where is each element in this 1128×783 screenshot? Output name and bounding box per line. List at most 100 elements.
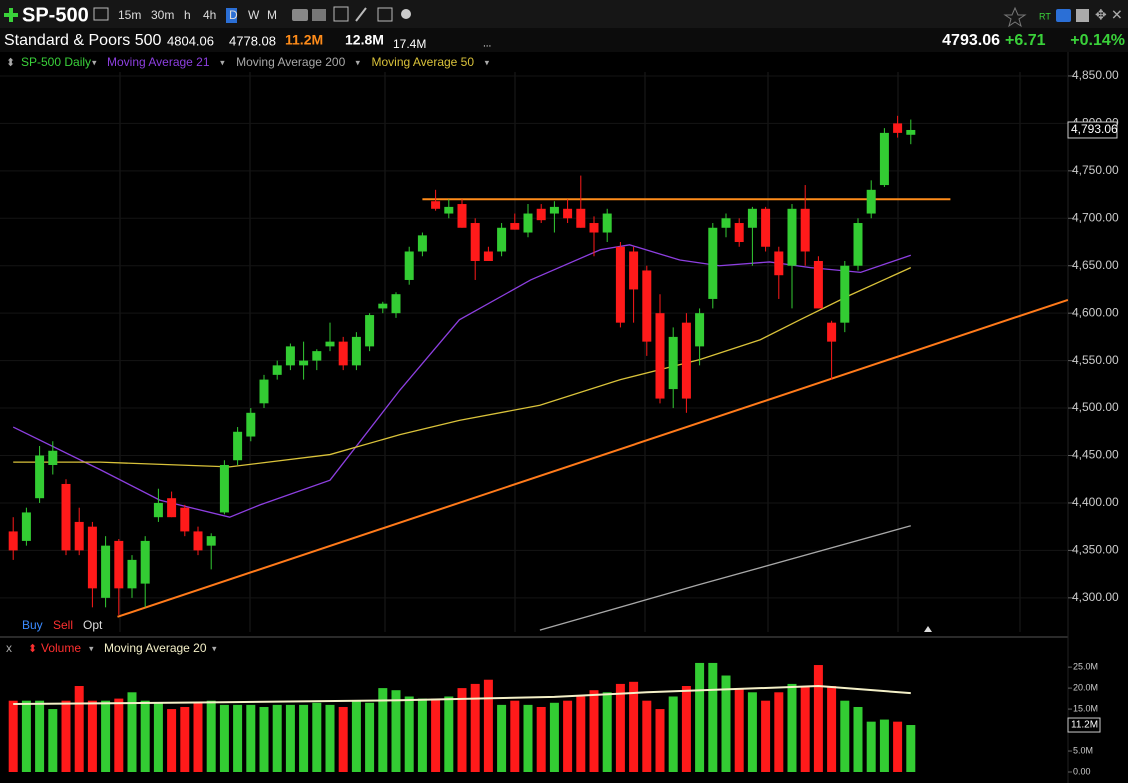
volume-bar	[536, 706, 546, 772]
candle-body	[219, 464, 229, 513]
quote-change-pct: +0.14%	[1070, 32, 1125, 49]
quote-name: Standard & Poors 500	[4, 32, 162, 49]
candle-body	[180, 507, 190, 532]
legend-arrow: ⬍	[28, 643, 37, 655]
volume-bar	[404, 696, 414, 772]
volume-bar	[563, 700, 573, 772]
y-tick-label: 25.0M	[1073, 662, 1098, 672]
volume-bar	[576, 696, 586, 772]
buy-button[interactable]: Buy	[22, 618, 43, 632]
candle-body	[708, 227, 718, 299]
timeframe[interactable]: 15m	[118, 8, 141, 22]
candle-body	[87, 526, 97, 589]
icon[interactable]	[1076, 9, 1089, 22]
volume-bar	[8, 700, 18, 772]
volume-bar	[893, 721, 903, 772]
volume-bar	[21, 700, 31, 772]
volume-bar	[602, 692, 612, 772]
close-icon[interactable]: ✕	[1111, 7, 1123, 23]
last-volume-label: 11.2M	[1071, 720, 1098, 731]
icon[interactable]	[377, 7, 393, 22]
sell-button[interactable]: Sell	[53, 618, 73, 632]
y-tick-label: 4,500.00	[1072, 400, 1119, 414]
timeframe[interactable]: h	[184, 8, 191, 22]
add-icon[interactable]	[4, 8, 18, 22]
icon[interactable]	[355, 7, 367, 22]
legend-entry[interactable]: Moving Average 21	[107, 55, 210, 69]
line	[13, 267, 912, 468]
candle-body	[615, 246, 625, 323]
volume-bar	[840, 700, 850, 772]
icon[interactable]	[292, 9, 308, 21]
candle-body	[470, 223, 480, 261]
candle-body	[813, 260, 823, 309]
y-tick-label: 15.0M	[1073, 703, 1098, 713]
candle-body	[35, 455, 45, 499]
volume-bar	[747, 692, 757, 772]
legend-arrow: ⬍	[6, 57, 15, 69]
volume-bar	[325, 704, 335, 772]
candle-body	[800, 208, 810, 252]
legend-caret: ▾	[212, 643, 217, 653]
y-tick-label: 4,700.00	[1072, 210, 1119, 224]
icon[interactable]	[333, 6, 349, 22]
volume-bar	[800, 686, 810, 772]
move-icon[interactable]: ✥	[1095, 7, 1107, 23]
y-tick-label: 4,300.00	[1072, 590, 1119, 604]
candle-body	[906, 129, 916, 135]
volume-bar	[272, 704, 282, 772]
quote-more[interactable]: ...	[483, 39, 491, 50]
volume-bar	[61, 700, 71, 772]
volume-bar	[681, 686, 691, 772]
volume-bar	[695, 662, 705, 772]
volume-bar	[127, 692, 137, 772]
timeframe[interactable]: 4h	[203, 8, 216, 22]
timeframe[interactable]: 30m	[151, 8, 174, 22]
menu-icon[interactable]	[93, 7, 109, 21]
icon[interactable]	[401, 9, 411, 19]
legend-caret: ▾	[92, 57, 97, 67]
candle-body	[840, 265, 850, 323]
candle-body	[457, 204, 467, 228]
candle-body	[589, 223, 599, 233]
icon[interactable]	[1056, 9, 1071, 22]
volume-bar	[285, 704, 295, 772]
candle-body	[48, 450, 58, 465]
timeframe[interactable]: D	[229, 8, 238, 22]
y-tick-label: 20.0M	[1073, 682, 1098, 692]
volume-title[interactable]: Volume	[41, 641, 81, 655]
candle-body	[233, 431, 243, 461]
timeframe[interactable]: M	[267, 8, 277, 22]
candle-body	[721, 218, 731, 228]
volume-bar	[391, 690, 401, 772]
candle-body	[563, 208, 573, 219]
rt[interactable]: RT	[1039, 11, 1051, 21]
quote-last: 4793.06	[942, 32, 1000, 49]
timeframe[interactable]: W	[248, 8, 260, 22]
volume-bar	[417, 698, 427, 772]
y-tick-label: 4,600.00	[1072, 305, 1119, 319]
legend-entry[interactable]: Moving Average 200	[236, 55, 346, 69]
candle-body	[444, 206, 454, 214]
star-icon[interactable]	[1003, 6, 1027, 28]
symbol[interactable]: SP-500	[22, 4, 89, 26]
candle-body	[127, 559, 137, 589]
legend-caret: ▾	[220, 57, 225, 67]
volume-bar	[351, 700, 361, 772]
pane-divider	[0, 636, 1068, 638]
close-pane[interactable]: x	[6, 641, 12, 655]
volume-bar	[774, 692, 784, 772]
legend-entry[interactable]: Moving Average 20	[104, 641, 207, 655]
candle-body	[629, 251, 639, 290]
candle-body	[642, 270, 652, 342]
icon[interactable]	[312, 9, 326, 21]
candle-body	[695, 313, 705, 347]
candle-body	[879, 132, 889, 186]
legend-entry[interactable]: SP-500 Daily	[21, 55, 91, 69]
legend-entry[interactable]: Moving Average 50	[372, 55, 475, 69]
volume-bar	[655, 709, 665, 772]
volume-bar	[470, 683, 480, 772]
opt-button[interactable]: Opt	[83, 618, 103, 632]
